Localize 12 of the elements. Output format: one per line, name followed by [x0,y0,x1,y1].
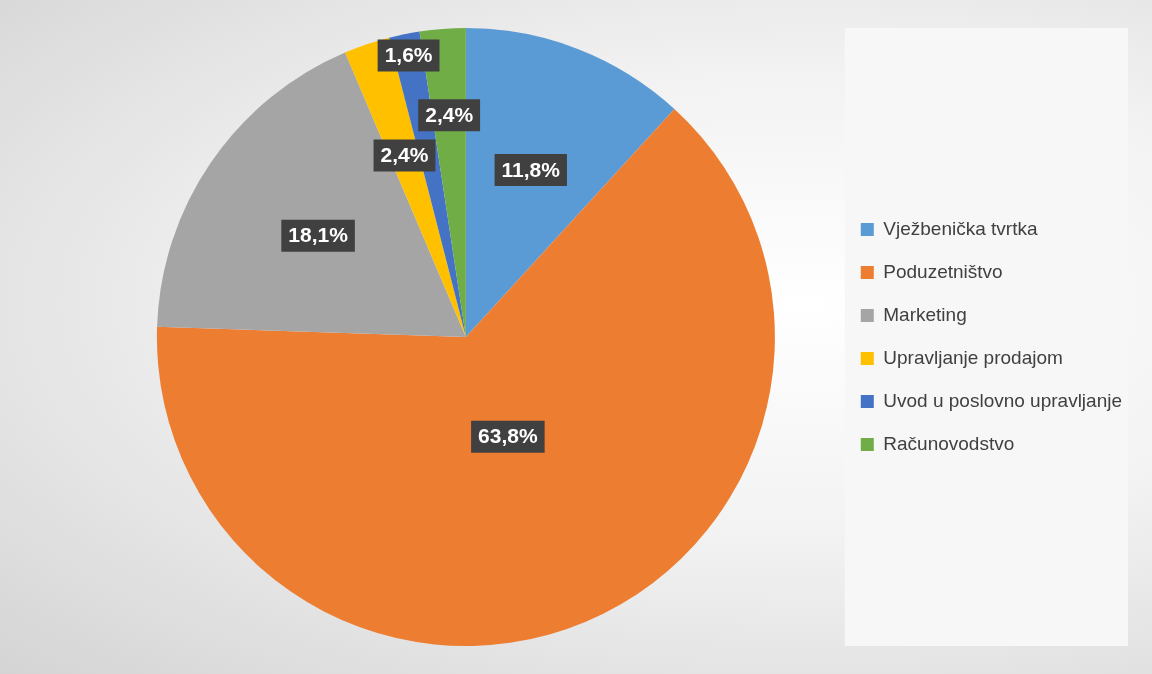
legend-label: Računovodstvo [883,432,1015,454]
data-label: 11,8% [501,157,561,181]
data-label: 1,6% [384,43,433,67]
data-label: 2,4% [380,143,429,167]
data-label: 2,4% [425,102,474,126]
legend-label: Marketing [883,303,967,325]
legend-label: Vježbenička tvrtka [883,217,1038,239]
data-label: 63,8% [478,424,538,448]
data-label: 18,1% [288,223,349,247]
legend-label: Poduzetništvo [883,260,1003,282]
legend-label: Upravljanje prodajom [883,346,1063,368]
legend-label: Uvod u poslovno upravljanje [883,389,1123,411]
